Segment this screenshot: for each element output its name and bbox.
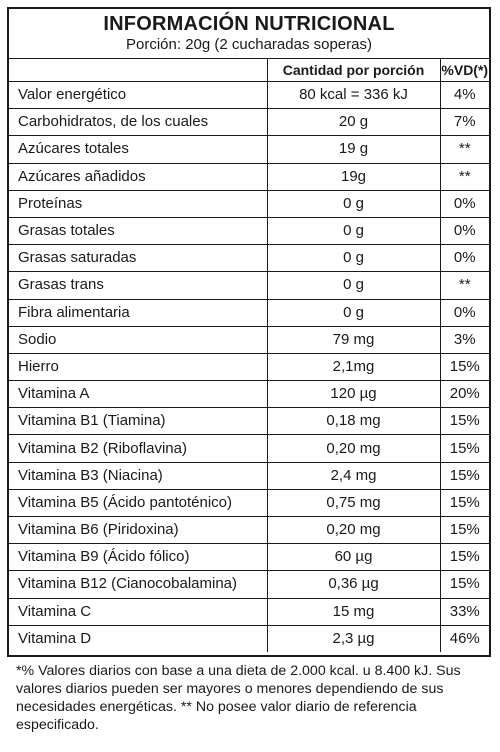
nutrient-daily-value: 15% [439, 461, 489, 490]
nutrient-amount: 0,20 mg [266, 515, 441, 545]
nutrient-row: Vitamina B12 (Cianocobalamina) 0,36 µg 15% [9, 570, 489, 599]
nutrient-amount: 2,3 µg [266, 624, 441, 652]
nutrient-name: Sodio [9, 325, 268, 354]
nutrient-daily-value: ** [439, 271, 489, 300]
nutrient-daily-value: 20% [439, 380, 489, 409]
nutrient-amount: 0 g [266, 244, 441, 273]
panel-title: INFORMACIÓN NUTRICIONAL [103, 13, 395, 35]
nutrient-name: Vitamina B3 (Niacina) [9, 461, 268, 490]
nutrient-name: Grasas saturadas [9, 244, 268, 273]
nutrient-daily-value: ** [439, 135, 489, 164]
nutrient-name: Vitamina B9 (Ácido fólico) [9, 543, 268, 572]
nutrient-row: Azúcares añadidos 19g ** [9, 162, 489, 191]
nutrient-name: Vitamina B5 (Ácido pantoténico) [9, 488, 268, 518]
nutrient-daily-value: 33% [439, 597, 489, 626]
nutrient-daily-value: 4% [439, 81, 489, 110]
nutrient-daily-value: 3% [439, 325, 489, 354]
panel-header: INFORMACIÓN NUTRICIONAL Porción: 20g (2 … [9, 9, 489, 59]
nutrient-daily-value: 15% [439, 434, 489, 463]
nutrient-amount: 0 g [266, 216, 441, 246]
nutrient-name: Proteínas [9, 189, 268, 218]
nutrient-daily-value: 0% [439, 216, 489, 246]
nutrient-amount: 19 g [266, 135, 441, 164]
nutrient-amount: 20 g [266, 108, 441, 137]
nutrient-row: Vitamina B3 (Niacina) 2,4 mg 15% [9, 461, 489, 490]
nutrient-row: Hierro 2,1mg 15% [9, 352, 489, 382]
nutrient-row: Carbohidratos, de los cuales 20 g 7% [9, 108, 489, 137]
nutrient-daily-value: 15% [439, 543, 489, 572]
table-header-row: Cantidad por porción %VD(*) [9, 59, 489, 82]
nutrient-daily-value: 15% [439, 407, 489, 436]
serving-size: Porción: 20g (2 cucharadas soperas) [126, 36, 372, 53]
nutrient-row: Grasas trans 0 g ** [9, 271, 489, 300]
nutrient-name: Vitamina B2 (Riboflavina) [9, 434, 268, 463]
nutrient-name: Vitamina C [9, 597, 268, 626]
nutrient-daily-value: 15% [439, 570, 489, 599]
nutrient-amount: 0,18 mg [266, 407, 441, 436]
nutrient-name: Grasas totales [9, 216, 268, 246]
nutrient-name: Vitamina B12 (Cianocobalamina) [9, 570, 268, 599]
nutrient-row: Vitamina B5 (Ácido pantoténico) 0,75 mg 15… [9, 488, 489, 518]
nutrient-name: Vitamina B1 (Tiamina) [9, 407, 268, 436]
nutrient-daily-value: 0% [439, 298, 489, 327]
nutrient-amount: 0 g [266, 298, 441, 327]
nutrient-daily-value: 15% [439, 488, 489, 518]
nutrient-row: Fibra alimentaria 0 g 0% [9, 298, 489, 327]
nutrient-daily-value: 46% [439, 624, 489, 652]
nutrient-name: Azúcares totales [9, 135, 268, 164]
nutrient-daily-value: 15% [439, 515, 489, 545]
nutrition-table: Cantidad por porción %VD(*) Valor energé… [9, 59, 489, 652]
nutrient-row: Grasas saturadas 0 g 0% [9, 244, 489, 273]
nutrient-amount: 0,36 µg [266, 570, 441, 599]
nutrient-amount: 79 mg [266, 325, 441, 354]
nutrient-row: Vitamina C 15 mg 33% [9, 597, 489, 626]
nutrient-name: Grasas trans [9, 271, 268, 300]
nutrient-amount: 0 g [266, 189, 441, 218]
nutrient-row: Proteínas 0 g 0% [9, 189, 489, 218]
nutrient-row: Azúcares totales 19 g ** [9, 135, 489, 164]
nutrient-name: Carbohidratos, de los cuales [9, 108, 268, 137]
nutrient-amount: 120 µg [266, 380, 441, 409]
nutrient-name: Fibra alimentaria [9, 298, 268, 327]
nutrient-amount: 80 kcal = 336 kJ [266, 81, 441, 110]
nutrient-name: Azúcares añadidos [9, 162, 268, 191]
column-header-nutrient [9, 59, 268, 82]
nutrient-name: Vitamina A [9, 380, 268, 409]
nutrient-daily-value: ** [439, 162, 489, 191]
nutrient-name: Vitamina B6 (Piridoxina) [9, 515, 268, 545]
nutrient-daily-value: 15% [439, 352, 489, 382]
nutrient-row: Vitamina B9 (Ácido fólico) 60 µg 15% [9, 543, 489, 572]
nutrient-name: Hierro [9, 352, 268, 382]
nutrient-amount: 0,20 mg [266, 434, 441, 463]
nutrient-daily-value: 7% [439, 108, 489, 137]
nutrient-row: Sodio 79 mg 3% [9, 325, 489, 354]
nutrient-amount: 2,4 mg [266, 461, 441, 490]
nutrient-amount: 19g [266, 162, 441, 191]
column-header-dv: %VD(*) [439, 59, 489, 82]
nutrition-facts-panel: INFORMACIÓN NUTRICIONAL Porción: 20g (2 … [7, 7, 491, 657]
nutrient-amount: 0,75 mg [266, 488, 441, 518]
nutrient-row: Vitamina B2 (Riboflavina) 0,20 mg 15% [9, 434, 489, 463]
nutrient-row: Vitamina B6 (Piridoxina) 0,20 mg 15% [9, 515, 489, 545]
nutrient-row: Grasas totales 0 g 0% [9, 216, 489, 246]
nutrient-amount: 0 g [266, 271, 441, 300]
nutrient-row: Vitamina D 2,3 µg 46% [9, 624, 489, 652]
nutrient-daily-value: 0% [439, 244, 489, 273]
nutrient-amount: 15 mg [266, 597, 441, 626]
nutrient-row: Vitamina B1 (Tiamina) 0,18 mg 15% [9, 407, 489, 436]
nutrient-daily-value: 0% [439, 189, 489, 218]
nutrient-name: Valor energético [9, 81, 268, 110]
nutrient-amount: 2,1mg [266, 352, 441, 382]
column-header-amount: Cantidad por porción [266, 59, 441, 82]
nutrient-name: Vitamina D [9, 624, 268, 652]
nutrient-amount: 60 µg [266, 543, 441, 572]
footnote: *% Valores diarios con base a una dieta … [16, 663, 461, 733]
nutrient-row: Vitamina A 120 µg 20% [9, 380, 489, 409]
nutrient-row: Valor energético 80 kcal = 336 kJ 4% [9, 81, 489, 110]
